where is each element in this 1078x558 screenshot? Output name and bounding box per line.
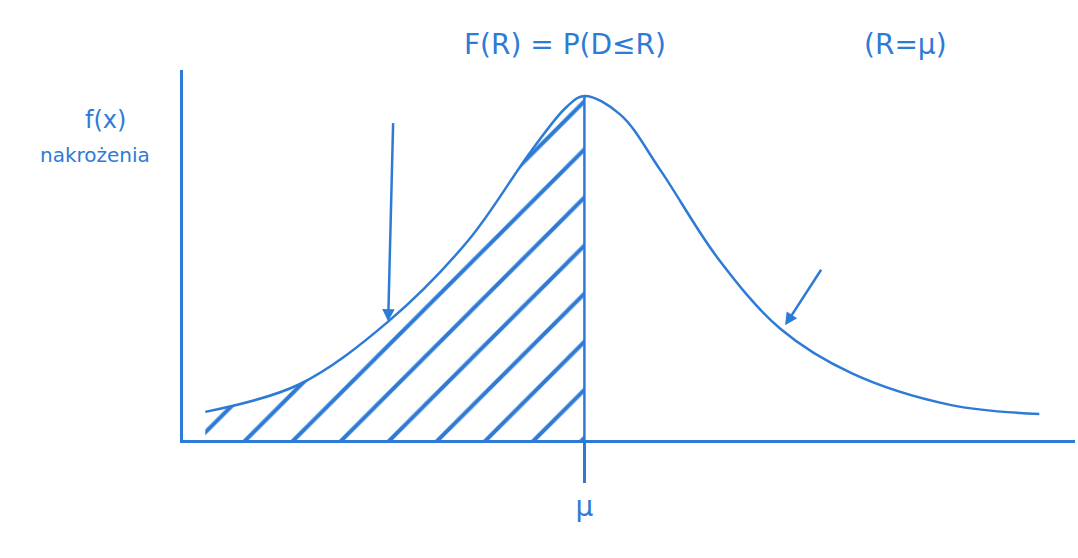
svg-text:F(R) = P(D≤R): F(R) = P(D≤R) bbox=[464, 28, 666, 61]
svg-text:f(x): f(x) bbox=[85, 106, 126, 134]
svg-text:μ: μ bbox=[575, 490, 593, 523]
svg-text:(R=μ): (R=μ) bbox=[864, 28, 947, 61]
svg-text:nakrożenia: nakrożenia bbox=[40, 143, 150, 167]
